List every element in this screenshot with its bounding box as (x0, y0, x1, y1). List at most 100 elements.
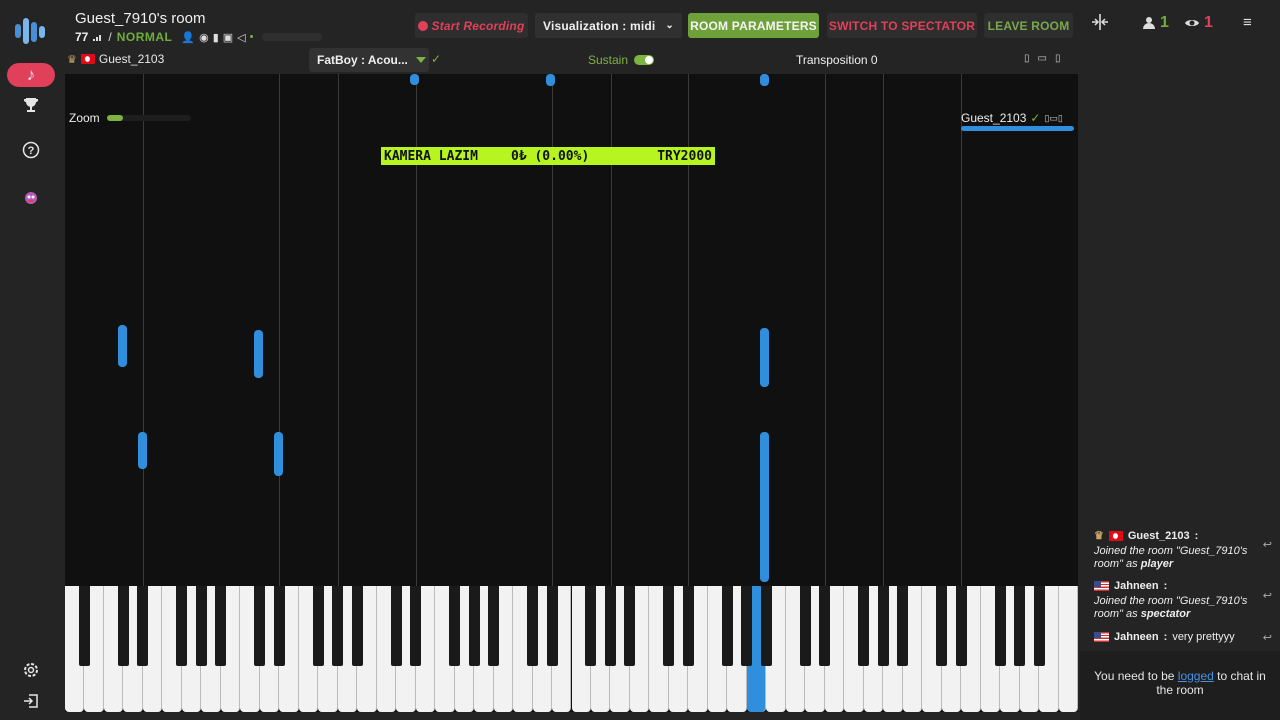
split-view-icon[interactable] (1091, 14, 1109, 35)
sustain-switch[interactable] (634, 55, 655, 65)
piano-black-key[interactable] (858, 586, 870, 666)
reply-icon[interactable]: ↩ (1262, 539, 1272, 551)
octave-gridline (552, 74, 554, 586)
octave-gridline (961, 74, 963, 586)
piano-black-key[interactable] (604, 586, 616, 666)
leave-room-button[interactable]: LEAVE ROOM (984, 13, 1073, 38)
start-recording-button[interactable]: Start Recording (415, 13, 528, 38)
chat-message: Jahneen: very prettyyy ↩ (1094, 631, 1274, 644)
piano-black-key[interactable] (488, 586, 500, 666)
sustain-label: Sustain (588, 53, 629, 67)
piano-black-key[interactable] (78, 586, 90, 666)
midi-note (410, 74, 419, 85)
help-nav-button[interactable]: ? (7, 138, 55, 162)
trophy-icon (24, 98, 38, 112)
chat-text-prefix: Joined the room "Guest_7910's room" as (1094, 545, 1248, 570)
piano-black-key[interactable] (819, 586, 831, 666)
midi-note (760, 432, 769, 582)
piano-black-key[interactable] (351, 586, 363, 666)
octave-gridline (337, 74, 339, 586)
sustain-toggle[interactable]: Sustain (588, 53, 655, 67)
usa-flag-icon (1094, 632, 1109, 642)
piano-black-key[interactable] (585, 586, 597, 666)
room-parameters-button[interactable]: ROOM PARAMETERS (688, 13, 819, 38)
piano-black-key[interactable] (176, 586, 188, 666)
transposition-label: Transposition 0 (796, 53, 878, 67)
piano-black-key[interactable] (410, 586, 422, 666)
piano-black-key[interactable] (273, 586, 285, 666)
reply-icon[interactable]: ↩ (1262, 590, 1272, 602)
piano-black-key[interactable] (137, 586, 149, 666)
piano-black-key[interactable] (994, 586, 1006, 666)
piano-black-key[interactable] (936, 586, 948, 666)
piano-black-key[interactable] (877, 586, 889, 666)
chat-text: Joined the room "Guest_7910's room" as p… (1094, 545, 1274, 571)
turkey-flag-icon (80, 54, 95, 64)
piano-white-key[interactable] (1058, 586, 1078, 712)
zoom-slider[interactable] (106, 115, 191, 121)
check-icon: ✓ (431, 52, 442, 66)
chevron-down-icon: ⌄ (665, 20, 674, 31)
piano-black-key[interactable] (468, 586, 480, 666)
crown-icon: ♛ (1094, 530, 1104, 542)
piano-black-key[interactable] (682, 586, 694, 666)
piano-black-key[interactable] (117, 586, 129, 666)
login-link[interactable]: logged (1177, 669, 1214, 683)
piano-black-key[interactable] (215, 586, 227, 666)
midi-icon: ▯ (1054, 53, 1061, 64)
piano-black-key[interactable] (663, 586, 675, 666)
login-notice-post: to chat in the room (1156, 669, 1266, 697)
midi-visualization: Zoom KAMERA LAZIM 0₺ (0.00%) TRY2000 Gue… (65, 74, 1078, 586)
chat-username: Jahneen (1114, 580, 1159, 592)
midi-note (254, 330, 263, 378)
remote-player-volume-bar (961, 126, 1074, 131)
piano-black-key[interactable] (195, 586, 207, 666)
octave-gridline (824, 74, 826, 586)
logout-button[interactable] (7, 689, 55, 713)
reply-icon[interactable]: ↩ (1262, 632, 1272, 644)
midi-note (760, 74, 769, 86)
room-mode: NORMAL (116, 30, 173, 44)
piano-black-key[interactable] (546, 586, 558, 666)
piano-black-key[interactable] (312, 586, 324, 666)
device-icons: ▯▭▯ (1044, 112, 1063, 123)
midi-note (760, 328, 769, 387)
room-title: Guest_7910's room (75, 10, 206, 27)
piano-black-key[interactable] (721, 586, 733, 666)
piano-black-key[interactable] (760, 586, 772, 666)
visualization-select[interactable]: Visualization : midi ⌄ (535, 13, 682, 38)
car-icon: ▣ (222, 31, 234, 44)
trophy-nav-button[interactable] (7, 93, 55, 117)
piano-black-key[interactable] (799, 586, 811, 666)
hamburger-menu-icon[interactable]: ≡ (1243, 14, 1252, 31)
spectator-count: 1 (1184, 14, 1213, 32)
avatar-nav-button[interactable] (7, 185, 55, 209)
room-status: 77 / NORMAL 👤 ◉ ▮ ▣ ◁ • (75, 30, 323, 44)
visualization-value: Visualization : midi (543, 18, 656, 33)
music-nav-button[interactable]: ♪ (7, 63, 55, 87)
settings-button[interactable] (7, 658, 55, 682)
mouse-icon: ▯ (1024, 53, 1030, 64)
status-dot-icon: • (249, 31, 254, 43)
piano-black-key[interactable] (1014, 586, 1026, 666)
keyboard-icon: ▭ (1037, 53, 1047, 64)
piano-black-key[interactable] (897, 586, 909, 666)
piano-black-key[interactable] (1033, 586, 1045, 666)
zoom-control: Zoom (69, 111, 191, 125)
switch-to-spectator-button[interactable]: SWITCH TO SPECTATOR (827, 13, 977, 38)
piano-black-key[interactable] (254, 586, 266, 666)
piano-black-key[interactable] (449, 586, 461, 666)
piano-keyboard[interactable] (65, 586, 1078, 712)
piano-black-key[interactable] (527, 586, 539, 666)
piano-black-key[interactable] (955, 586, 967, 666)
instrument-select[interactable]: FatBoy : Acou... (309, 48, 429, 72)
chat-text-prefix: Joined the room "Guest_7910's room" as (1094, 595, 1248, 620)
piano-black-key[interactable] (390, 586, 402, 666)
player-row: ♛ Guest_2103 FatBoy : Acou... ✓ Sustain … (62, 46, 1080, 74)
piano-black-key[interactable] (741, 586, 753, 666)
piano-black-key[interactable] (332, 586, 344, 666)
remote-player-label: Guest_2103 ✓ ▯▭▯ (961, 111, 1063, 125)
piano-black-key[interactable] (624, 586, 636, 666)
chat-text: very prettyyy (1172, 631, 1235, 643)
app-logo[interactable] (13, 14, 49, 48)
